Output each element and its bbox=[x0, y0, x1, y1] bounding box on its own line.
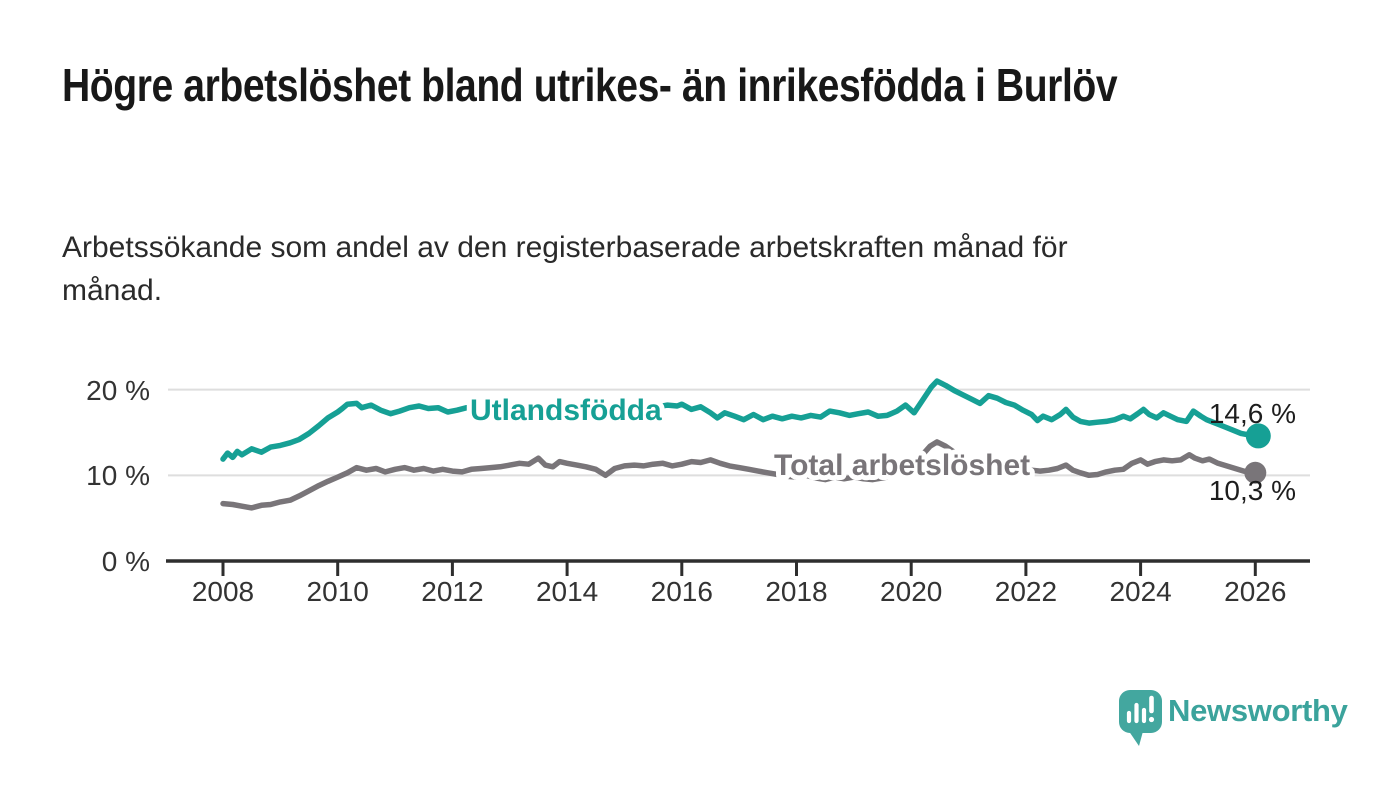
end-label-utlandsfodda: 14,6 % bbox=[1209, 398, 1296, 429]
gridlines bbox=[168, 388, 1310, 477]
series-end-dot-0 bbox=[1245, 423, 1271, 449]
x-tick-label: 2018 bbox=[765, 576, 827, 607]
series-label-total-arbetsloshet: Total arbetslöshet bbox=[774, 449, 1030, 482]
x-tick-label: 2014 bbox=[536, 576, 598, 607]
series-line-1 bbox=[220, 439, 1259, 511]
series-line-0 bbox=[220, 378, 1259, 462]
x-tick-label: 2020 bbox=[880, 576, 942, 607]
brand-name: Newsworthy bbox=[1168, 693, 1348, 728]
x-tick-label: 2024 bbox=[1109, 576, 1171, 607]
y-axis-labels: 20 % 10 % 0 % bbox=[86, 375, 150, 577]
y-tick-label-0: 0 % bbox=[102, 546, 150, 577]
page-title: Högre arbetslöshet bland utrikes- än inr… bbox=[62, 59, 1118, 111]
series-lines bbox=[220, 378, 1259, 511]
x-tick-label: 2010 bbox=[307, 576, 369, 607]
y-tick-label-20: 20 % bbox=[86, 375, 150, 406]
series-end-labels: 14,6 % 10,3 % bbox=[1209, 398, 1296, 506]
series-labels: Utlandsfödda Total arbetslöshet bbox=[465, 389, 1035, 487]
x-tick-label: 2026 bbox=[1224, 576, 1286, 607]
series-end-dots bbox=[1244, 423, 1271, 484]
chart-subtitle: Arbetssökande som andel av den registerb… bbox=[62, 231, 1068, 307]
x-tick-label: 2022 bbox=[995, 576, 1057, 607]
x-tick-label: 2016 bbox=[651, 576, 713, 607]
end-label-total-arbetsloshet: 10,3 % bbox=[1209, 475, 1296, 506]
y-tick-label-10: 10 % bbox=[86, 460, 150, 491]
x-tick-label: 2012 bbox=[421, 576, 483, 607]
series-label-utlandsfodda: Utlandsfödda bbox=[470, 394, 662, 427]
series-end-dot-1 bbox=[1244, 461, 1267, 484]
x-axis-ticks: 2008 2010 2012 2014 2016 2018 2020 2022 2024 2026 bbox=[192, 562, 1286, 607]
x-tick-label: 2008 bbox=[192, 576, 254, 607]
